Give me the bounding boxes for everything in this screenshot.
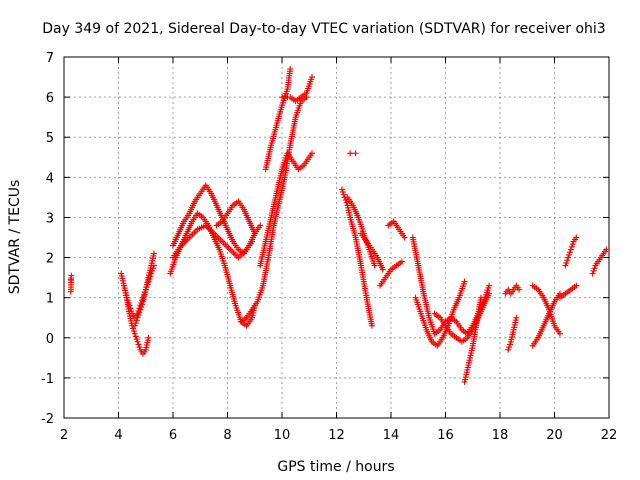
series-t27 bbox=[556, 282, 580, 301]
data-point bbox=[573, 234, 580, 241]
y-tick-label: -2 bbox=[41, 412, 54, 427]
series-t26 bbox=[529, 290, 563, 349]
data-point bbox=[67, 288, 74, 295]
data-point bbox=[486, 290, 493, 297]
data-point bbox=[145, 278, 152, 285]
data-point bbox=[516, 286, 523, 293]
data-point bbox=[573, 282, 580, 289]
data-point bbox=[251, 230, 258, 237]
x-tick-label: 14 bbox=[383, 428, 400, 443]
series-t2 bbox=[118, 270, 152, 357]
data-point bbox=[131, 322, 138, 329]
series-t8 bbox=[213, 198, 258, 237]
series-t29 bbox=[589, 246, 610, 277]
series-t21 bbox=[431, 290, 493, 345]
series-t7 bbox=[170, 222, 256, 261]
data-point bbox=[131, 330, 138, 337]
data-points bbox=[67, 66, 610, 385]
data-point bbox=[150, 262, 157, 269]
series-t24 bbox=[505, 314, 520, 353]
y-tick-label: 1 bbox=[46, 292, 54, 307]
y-tick-label: 2 bbox=[46, 252, 54, 267]
data-point bbox=[565, 254, 572, 261]
data-point bbox=[379, 266, 386, 273]
data-point bbox=[126, 302, 133, 309]
y-tick-labels: -2 -1 0 1 2 3 4 5 6 7 bbox=[41, 51, 54, 427]
series-t15 bbox=[347, 150, 359, 157]
data-point bbox=[567, 246, 574, 253]
series-t22 bbox=[461, 294, 484, 385]
series-t17 bbox=[377, 258, 405, 289]
series-t20 bbox=[412, 278, 468, 349]
y-tick-label: 5 bbox=[46, 131, 54, 146]
x-tick-labels: 2 4 6 8 10 12 14 16 18 20 22 bbox=[60, 428, 617, 443]
data-point bbox=[513, 314, 520, 321]
data-point bbox=[145, 334, 152, 341]
x-tick-label: 8 bbox=[223, 428, 231, 443]
y-tick-label: 0 bbox=[46, 332, 54, 347]
data-point bbox=[338, 186, 345, 193]
data-point bbox=[123, 294, 130, 301]
data-point bbox=[249, 238, 256, 245]
series-t25 bbox=[529, 282, 563, 337]
y-tick-label: 6 bbox=[46, 91, 54, 106]
data-point bbox=[352, 150, 359, 157]
series-t23 bbox=[502, 282, 523, 297]
series-t12 bbox=[279, 74, 315, 105]
data-point bbox=[589, 270, 596, 277]
series-t1 bbox=[67, 272, 75, 295]
y-tick-label: 3 bbox=[46, 211, 54, 226]
data-point bbox=[142, 286, 149, 293]
data-point bbox=[150, 250, 157, 257]
data-point bbox=[134, 338, 141, 345]
data-point bbox=[556, 330, 563, 337]
series-t11 bbox=[257, 150, 315, 269]
x-tick-label: 12 bbox=[328, 428, 345, 443]
series-t4 bbox=[131, 262, 157, 329]
data-point bbox=[603, 246, 610, 253]
x-tick-label: 2 bbox=[60, 428, 68, 443]
x-tick-label: 22 bbox=[601, 428, 618, 443]
y-tick-label: -1 bbox=[41, 372, 54, 387]
x-tick-label: 18 bbox=[492, 428, 509, 443]
x-tick-label: 10 bbox=[274, 428, 291, 443]
x-axis-title: GPS time / hours bbox=[277, 459, 394, 475]
data-point bbox=[287, 66, 294, 73]
x-tick-label: 16 bbox=[437, 428, 454, 443]
grid-lines bbox=[64, 57, 609, 418]
series-t16 bbox=[358, 230, 386, 273]
data-point bbox=[401, 234, 408, 241]
data-point bbox=[461, 278, 468, 285]
data-point bbox=[477, 294, 484, 301]
y-axis-title: SDTVAR / TECUs bbox=[7, 180, 23, 295]
series-t28 bbox=[562, 234, 580, 269]
data-point bbox=[134, 314, 141, 321]
series-t19 bbox=[409, 234, 493, 337]
series-t18 bbox=[385, 218, 408, 241]
chart-title: Day 349 of 2021, Sidereal Day-to-day VTE… bbox=[42, 21, 605, 37]
data-point bbox=[308, 74, 315, 81]
y-tick-label: 4 bbox=[46, 171, 54, 186]
data-point bbox=[308, 150, 315, 157]
data-point bbox=[371, 262, 378, 269]
data-point bbox=[486, 282, 493, 289]
data-point bbox=[398, 258, 405, 265]
y-tick-label: 7 bbox=[46, 51, 54, 66]
data-point bbox=[148, 270, 155, 277]
x-tick-label: 6 bbox=[169, 428, 177, 443]
axis-ticks bbox=[63, 56, 610, 419]
data-point bbox=[257, 222, 264, 229]
data-point bbox=[505, 346, 512, 353]
data-point bbox=[562, 262, 569, 269]
x-tick-label: 4 bbox=[114, 428, 122, 443]
data-point bbox=[368, 322, 375, 329]
data-point bbox=[347, 150, 354, 157]
data-point bbox=[137, 306, 144, 313]
x-tick-label: 20 bbox=[546, 428, 563, 443]
